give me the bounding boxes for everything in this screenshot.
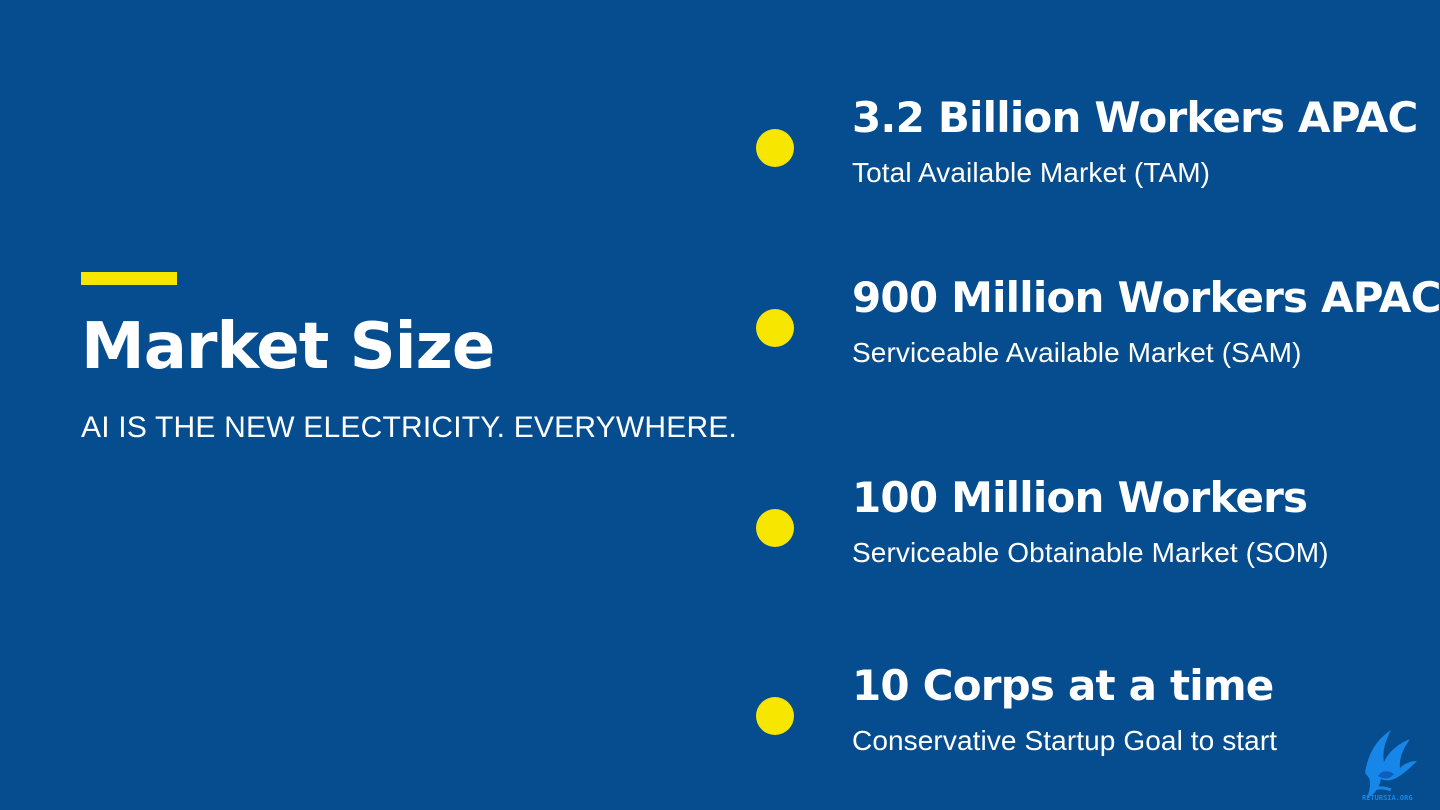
yellow-dot-icon <box>756 697 794 735</box>
metric-caption: Serviceable Available Market (SAM) <box>852 337 1302 368</box>
yellow-dot-icon <box>756 309 794 347</box>
title-accent-bar <box>81 272 177 285</box>
yellow-dot-icon <box>756 509 794 547</box>
metric-caption: Serviceable Obtainable Market (SOM) <box>852 537 1329 568</box>
metric-heading: 900 Million Workers APAC <box>852 273 1440 322</box>
yellow-dot-icon <box>756 129 794 167</box>
metric-caption: Conservative Startup Goal to start <box>852 725 1278 756</box>
svg-text:RETURSIA.ORG: RETURSIA.ORG <box>1362 794 1413 802</box>
metric-heading: 10 Corps at a time <box>852 661 1274 710</box>
metric-heading: 100 Million Workers <box>852 473 1308 522</box>
metric-heading: 3.2 Billion Workers APAC <box>852 93 1418 142</box>
winged-bird-logo-icon: RETURSIA.ORG <box>1362 730 1417 802</box>
slide-subtitle: AI IS THE NEW ELECTRICITY. EVERYWHERE. <box>81 411 738 444</box>
metric-caption: Total Available Market (TAM) <box>852 157 1211 188</box>
startup-goal-metric: 10 Corps at a time Conservative Startup … <box>756 660 1440 780</box>
slide-title: Market Size <box>81 310 495 384</box>
market-metric-som: 100 Million Workers Serviceable Obtainab… <box>756 472 1440 592</box>
market-metric-tam: 3.2 Billion Workers APAC Total Available… <box>756 92 1440 212</box>
market-metric-sam: 900 Million Workers APAC Serviceable Ava… <box>756 272 1440 392</box>
